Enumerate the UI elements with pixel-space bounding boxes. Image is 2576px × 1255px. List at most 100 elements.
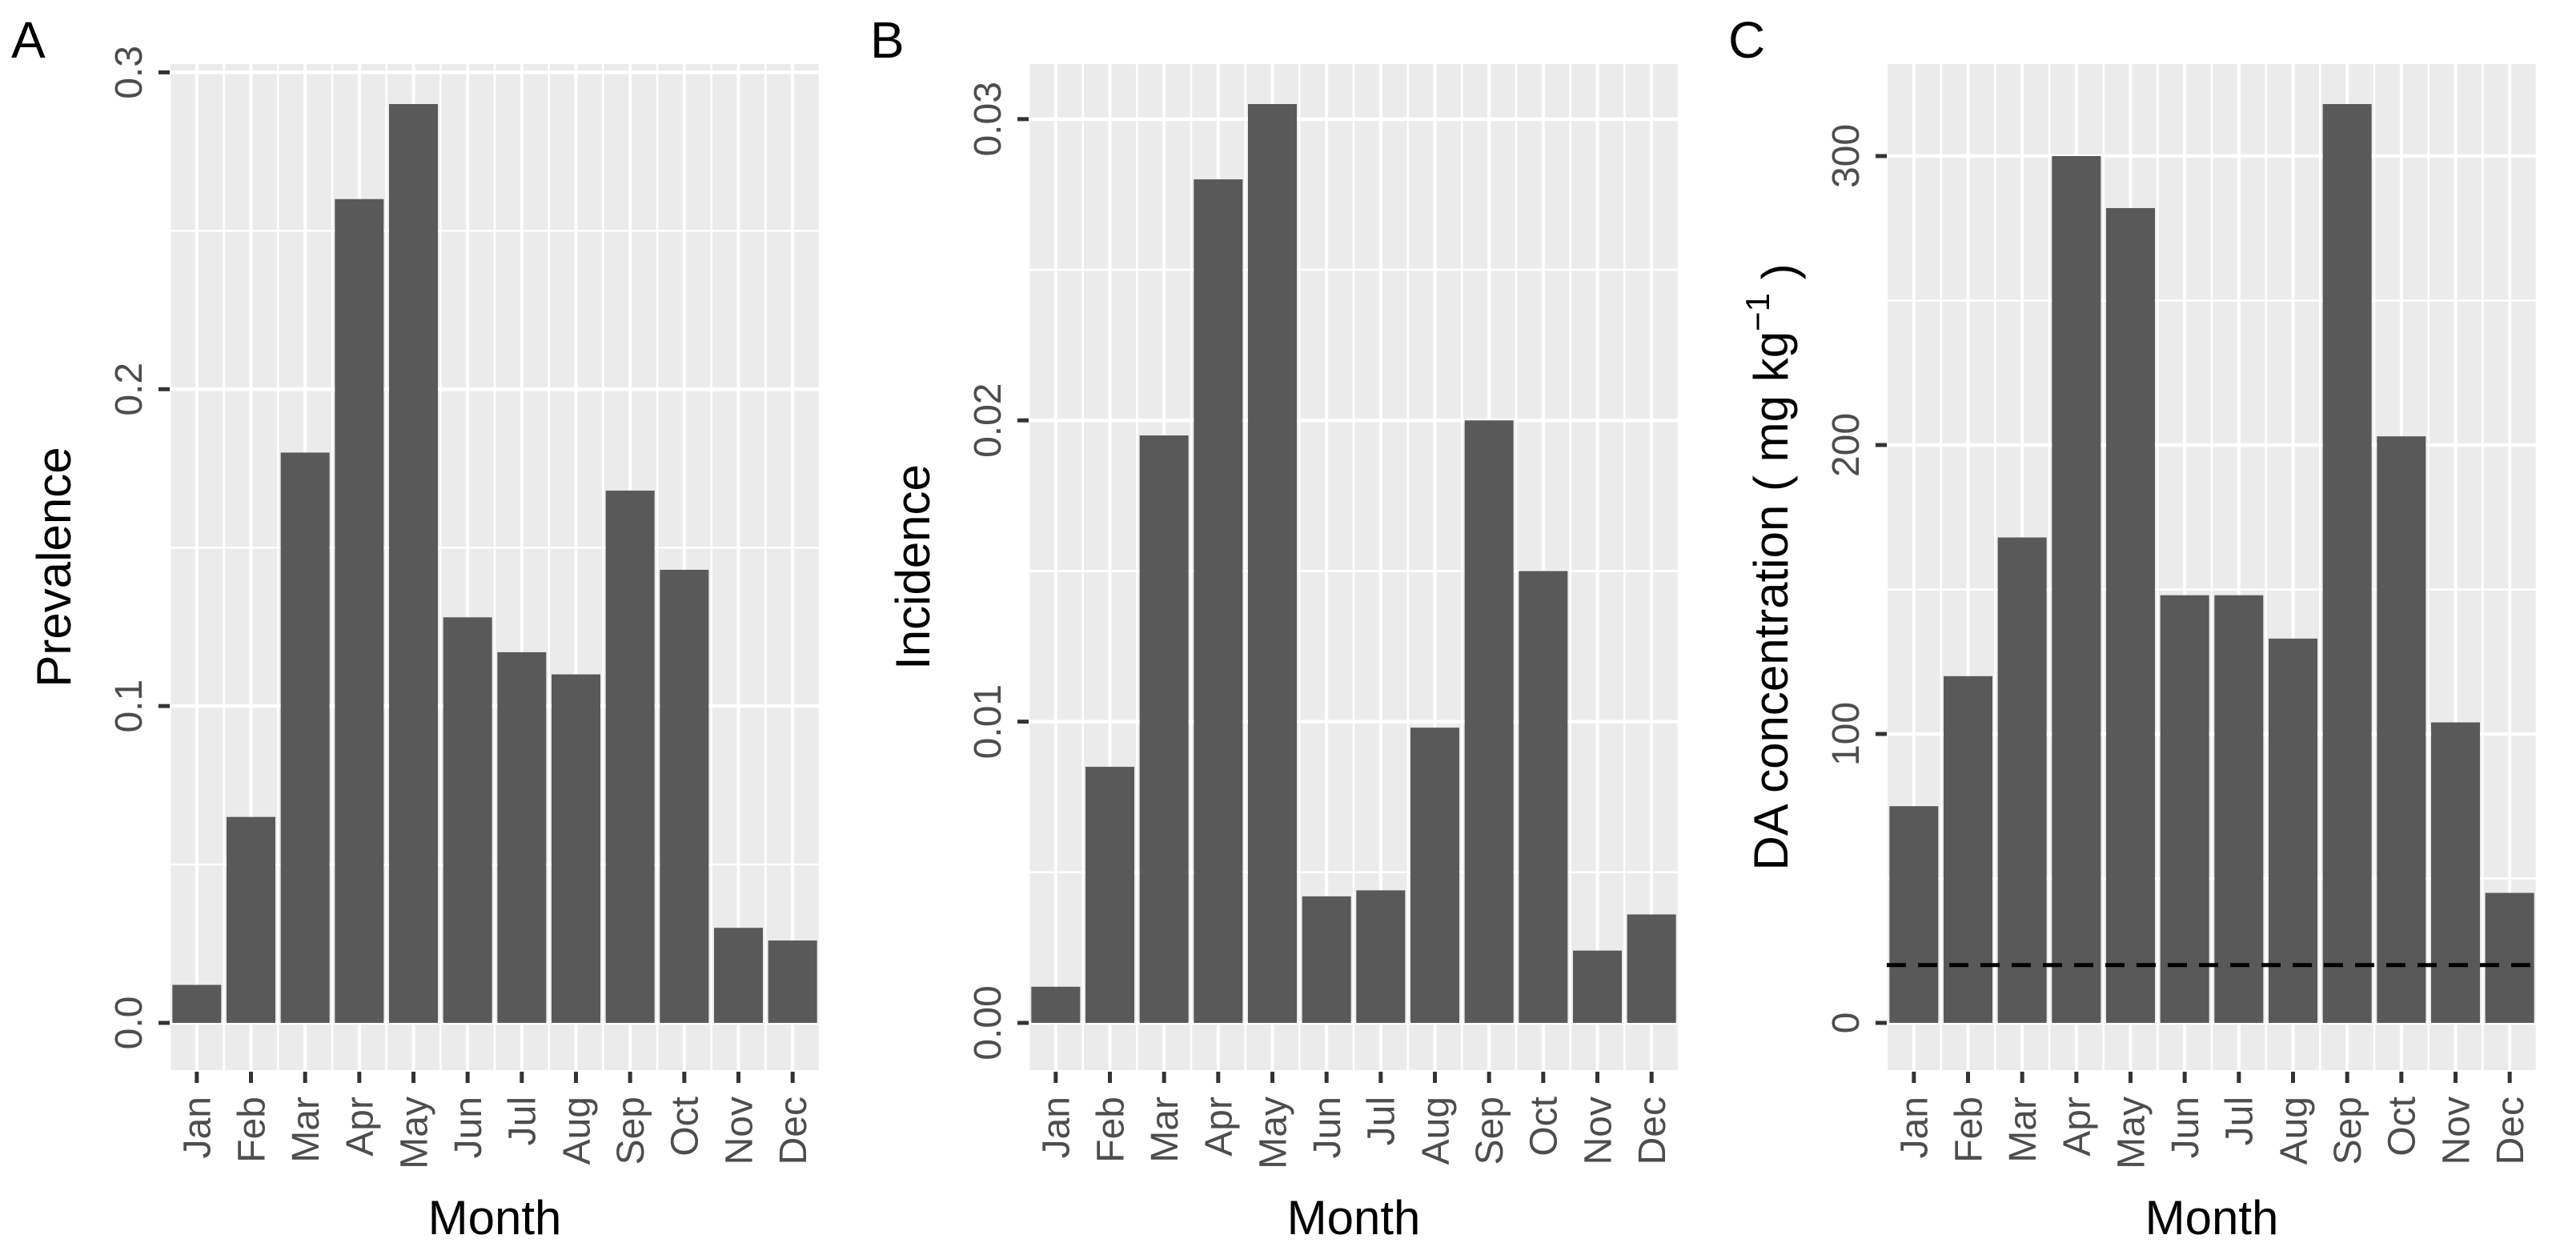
bar-apr [335,198,384,1023]
panel-letter-b: B [870,11,905,69]
bar-jan [172,984,222,1023]
x-tick-label-sep: Sep [2327,1097,2369,1165]
bar-sep [1464,420,1514,1023]
x-tick-label-jan: Jan [177,1097,219,1158]
x-axis-title: Month [1286,1191,1420,1245]
x-tick-label-feb: Feb [1948,1097,1991,1163]
bar-oct [2377,436,2426,1023]
bar-may [1247,104,1297,1023]
x-axis-title: Month [2145,1191,2279,1245]
bar-nov [1572,950,1622,1023]
bar-dec [1627,914,1676,1023]
bar-aug [2269,638,2318,1023]
x-tick-label-aug: Aug [556,1097,598,1165]
x-tick-label-jun: Jun [447,1097,490,1158]
panel-letter-a: A [11,11,46,69]
bar-nov [714,928,764,1023]
x-tick-label-apr: Apr [339,1097,382,1157]
bar-mar [280,452,330,1023]
bar-feb [1944,676,1993,1023]
x-tick-label-oct: Oct [1523,1097,1565,1157]
panel-a: 0.0 0.1 0.2 0.3 Jan Feb Mar Apr May Jun Jul Aug Sep O… [0,0,859,1255]
bar-oct [660,569,709,1023]
x-axis-title: Month [428,1191,562,1245]
y-tick-label: 0.2 [108,363,150,416]
x-tick-label-may: May [2111,1097,2153,1169]
y-tick-label: 0.3 [108,46,150,99]
x-tick-label-may: May [1252,1097,1294,1169]
bar-jun [443,617,492,1023]
y-axis-title: Prevalence [27,447,81,687]
x-tick-label-sep: Sep [1469,1097,1511,1165]
bar-jul [1356,890,1406,1023]
bar-mar [1998,537,2048,1023]
bar-oct [1519,571,1568,1023]
bar-aug [552,674,601,1023]
bar-sep [605,490,655,1023]
bar-jan [1889,806,1939,1023]
x-tick-label-mar: Mar [285,1097,327,1163]
x-tick-label-aug: Aug [2273,1097,2316,1165]
x-tick-label-apr: Apr [2056,1097,2099,1157]
x-tick-label-jan: Jan [1894,1097,1936,1158]
x-tick-label-oct: Oct [2381,1097,2424,1157]
bar-sep [2323,104,2373,1023]
bar-jun [2161,595,2210,1023]
x-tick-label-dec: Dec [772,1097,815,1165]
bar-apr [2052,155,2101,1024]
bar-mar [1139,435,1189,1023]
bar-jul [497,652,547,1023]
x-tick-label-aug: Aug [1414,1097,1457,1165]
bar-feb [227,816,276,1023]
x-tick-label-feb: Feb [1089,1097,1132,1163]
y-tick-label: 100 [1825,702,1868,766]
bar-aug [1410,728,1459,1023]
y-tick-label: 0.02 [966,383,1009,458]
y-axis-title: DA concentration ( mg kg−1 ) [1739,263,1806,870]
y-tick-label: 0 [1825,1012,1868,1034]
x-tick-label-nov: Nov [1577,1097,1619,1165]
bar-may [2106,207,2156,1023]
x-tick-label-dec: Dec [2490,1097,2532,1165]
y-tick-label: 0.0 [108,996,150,1050]
y-tick-label: 0.00 [966,985,1009,1060]
x-tick-label-dec: Dec [1631,1097,1674,1165]
panel-c: 0 100 200 300 Jan Feb Mar Apr May Jun Jul Aug Sep Oct… [1717,0,2576,1255]
x-tick-label-jun: Jun [2165,1097,2207,1158]
x-tick-label-sep: Sep [610,1097,652,1165]
bar-nov [2431,722,2481,1023]
y-tick-label: 200 [1825,413,1868,477]
x-tick-label-jul: Jul [2219,1097,2261,1145]
panel-b-chart: 0.00 0.01 0.02 0.03 Jan Feb Mar Apr May Jun Jul Aug… [870,11,1679,1245]
x-tick-label-mar: Mar [2002,1097,2044,1163]
bar-jun [1302,896,1351,1023]
x-tick-label-may: May [393,1097,435,1169]
bar-dec [2486,892,2535,1023]
bar-dec [768,940,817,1023]
y-tick-label: 0.01 [966,684,1009,759]
x-tick-label-jan: Jan [1035,1097,1077,1158]
bar-jul [2214,595,2264,1023]
x-tick-label-jun: Jun [1306,1097,1349,1158]
y-tick-label: 0.03 [966,82,1009,156]
x-tick-label-oct: Oct [664,1097,707,1157]
y-tick-label: 300 [1825,124,1868,188]
x-tick-label-apr: Apr [1198,1097,1240,1157]
bar-feb [1085,767,1134,1023]
bar-jan [1031,986,1081,1023]
y-axis-title: Incidence [886,464,940,670]
x-tick-label-nov: Nov [718,1097,760,1165]
panel-b: 0.00 0.01 0.02 0.03 Jan Feb Mar Apr May Jun Jul Aug… [858,0,1718,1255]
x-tick-label-nov: Nov [2436,1097,2478,1165]
x-tick-label-feb: Feb [231,1097,273,1163]
bar-apr [1194,179,1243,1023]
panel-c-chart: 0 100 200 300 Jan Feb Mar Apr May Jun Jul Aug Sep Oct… [1728,11,2538,1245]
y-tick-label: 0.1 [108,680,150,733]
x-tick-label-jul: Jul [1360,1097,1402,1145]
x-tick-label-mar: Mar [1144,1097,1186,1163]
x-tick-label-jul: Jul [502,1097,544,1145]
panel-letter-c: C [1728,11,1765,69]
bar-may [389,104,439,1023]
panel-a-chart: 0.0 0.1 0.2 0.3 Jan Feb Mar Apr May Jun Jul Aug Sep O… [11,11,821,1245]
